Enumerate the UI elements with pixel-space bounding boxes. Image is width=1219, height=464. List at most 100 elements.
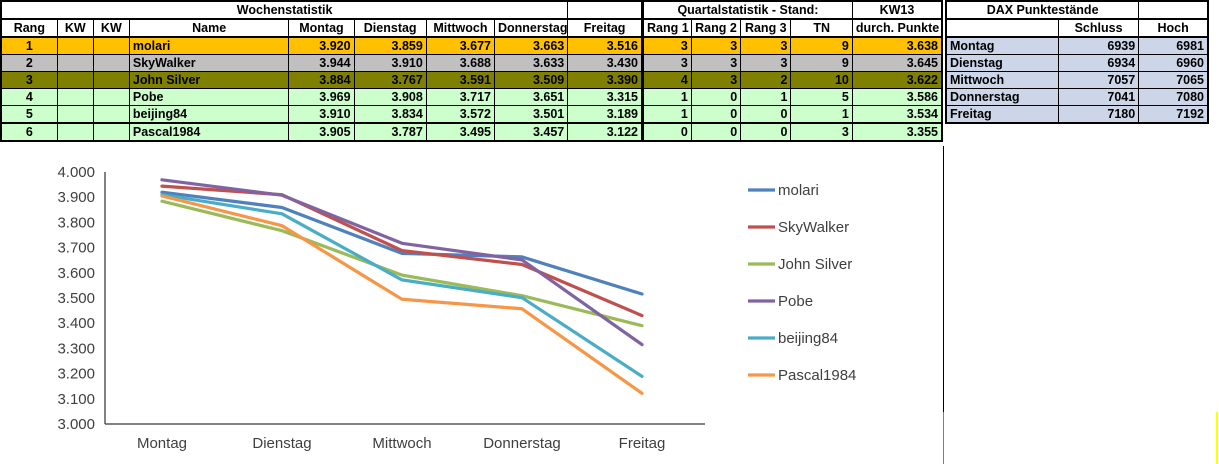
week-cell-mittwoch[interactable]: 3.688 [425,54,496,72]
quarter-cell-rang-2[interactable]: 3 [690,54,742,72]
week-cell-name[interactable]: beijing84 [128,105,290,124]
week-cell-dienstag[interactable]: 3.787 [353,122,427,142]
quarter-header-rang-2[interactable]: Rang 2 [690,18,742,38]
dax-cell-day[interactable]: Mittwoch [945,71,1059,89]
week-cell-freitag[interactable]: 3.430 [567,54,643,72]
quarter-header-tn[interactable]: TN [790,18,853,38]
dax-cell-hoch[interactable]: 7065 [1138,71,1209,89]
dax-header-schluss[interactable]: Schluss [1057,18,1140,38]
week-cell-dienstag[interactable]: 3.859 [353,36,427,55]
week-cell-kw2[interactable] [92,36,130,55]
week-cell-freitag[interactable]: 3.189 [567,105,643,124]
quarter-cell-rang-3[interactable]: 1 [740,88,792,106]
quarter-cell-rang-3[interactable]: 3 [740,36,792,55]
week-cell-kw1[interactable] [56,105,94,124]
quarter-cell-rang-1[interactable]: 1 [642,105,692,124]
quarter-table-stand[interactable]: KW13 [851,0,943,20]
legend-label-john-silver[interactable]: John Silver [778,256,852,273]
week-cell-rang[interactable]: 6 [0,122,58,142]
dax-header-hoch[interactable]: Hoch [1138,18,1209,38]
quarter-cell-tn[interactable]: 9 [790,54,853,72]
week-header-donnerstag[interactable]: Donnerstag [493,18,569,38]
week-cell-kw1[interactable] [56,88,94,106]
quarter-cell-rang-1[interactable]: 4 [642,71,692,89]
dax-cell-schluss[interactable]: 7041 [1057,88,1140,106]
legend-label-pobe[interactable]: Pobe [778,293,813,310]
dax-table-title[interactable]: DAX Punktestände [945,0,1140,20]
week-cell-donnerstag[interactable]: 3.501 [493,105,569,124]
quarter-header-durch-punkte[interactable]: durch. Punkte [851,18,943,38]
week-cell-montag[interactable]: 3.920 [288,36,355,55]
quarter-cell-rang-2[interactable]: 0 [690,105,742,124]
quarter-cell-tn[interactable]: 10 [790,71,853,89]
week-cell-kw1[interactable] [56,122,94,142]
week-cell-mittwoch[interactable]: 3.495 [425,122,496,142]
week-cell-montag[interactable]: 3.884 [288,71,355,89]
week-cell-montag[interactable]: 3.910 [288,105,355,124]
quarter-cell-durch-punkte[interactable]: 3.622 [851,71,943,89]
dax-cell-schluss[interactable]: 7057 [1057,71,1140,89]
dax-cell-hoch[interactable]: 6981 [1138,36,1209,55]
week-cell-kw2[interactable] [92,105,130,124]
week-cell-rang[interactable]: 3 [0,71,58,89]
week-cell-kw1[interactable] [56,36,94,55]
week-header-dienstag[interactable]: Dienstag [353,18,427,38]
week-cell-donnerstag[interactable]: 3.651 [493,88,569,106]
quarter-cell-tn[interactable]: 9 [790,36,853,55]
dax-cell-day[interactable]: Montag [945,36,1059,55]
week-cell-rang[interactable]: 4 [0,88,58,106]
weekly-line-chart[interactable]: 3.000 3.100 3.200 3.300 3.400 3.500 3.600 3.700… [0,150,945,464]
quarter-cell-tn[interactable]: 3 [790,122,853,142]
dax-cell-schluss[interactable]: 7180 [1057,105,1140,124]
quarter-cell-rang-2[interactable]: 0 [690,122,742,142]
dax-header-blank[interactable] [945,18,1059,38]
week-cell-freitag[interactable]: 3.390 [567,71,643,89]
dax-cell-hoch[interactable]: 6960 [1138,54,1209,72]
week-cell-dienstag[interactable]: 3.910 [353,54,427,72]
quarter-header-rang-3[interactable]: Rang 3 [740,18,792,38]
week-cell-kw2[interactable] [92,88,130,106]
legend-label-molari[interactable]: molari [778,182,819,199]
quarter-cell-rang-3[interactable]: 2 [740,71,792,89]
week-cell-kw1[interactable] [56,71,94,89]
quarter-header-rang-1[interactable]: Rang 1 [642,18,692,38]
week-header-freitag[interactable]: Freitag [567,18,643,38]
week-cell-dienstag[interactable]: 3.908 [353,88,427,106]
dax-table-title-spacer[interactable] [1138,0,1209,20]
dax-cell-hoch[interactable]: 7080 [1138,88,1209,106]
week-cell-kw2[interactable] [92,71,130,89]
week-cell-montag[interactable]: 3.905 [288,122,355,142]
week-cell-mittwoch[interactable]: 3.677 [425,36,496,55]
quarter-cell-rang-3[interactable]: 0 [740,122,792,142]
week-cell-kw2[interactable] [92,122,130,142]
week-table-title[interactable]: Wochenstatistik [0,0,569,20]
week-cell-rang[interactable]: 1 [0,36,58,55]
week-cell-donnerstag[interactable]: 3.663 [493,36,569,55]
quarter-cell-tn[interactable]: 5 [790,88,853,106]
week-cell-rang[interactable]: 2 [0,54,58,72]
week-header-kw[interactable]: KW [92,18,130,38]
week-header-rang[interactable]: Rang [0,18,58,38]
dax-cell-day[interactable]: Freitag [945,105,1059,124]
week-header-kw[interactable]: KW [56,18,94,38]
legend-label-pascal1984[interactable]: Pascal1984 [778,367,856,384]
week-cell-donnerstag[interactable]: 3.457 [493,122,569,142]
dax-cell-day[interactable]: Dienstag [945,54,1059,72]
week-cell-name[interactable]: John Silver [128,71,290,89]
week-cell-kw1[interactable] [56,54,94,72]
quarter-cell-rang-2[interactable]: 3 [690,36,742,55]
quarter-cell-tn[interactable]: 1 [790,105,853,124]
legend-label-skywalker[interactable]: SkyWalker [778,219,849,236]
week-cell-name[interactable]: Pobe [128,88,290,106]
week-cell-mittwoch[interactable]: 3.572 [425,105,496,124]
week-cell-name[interactable]: Pascal1984 [128,122,290,142]
quarter-cell-durch-punkte[interactable]: 3.586 [851,88,943,106]
week-cell-donnerstag[interactable]: 3.509 [493,71,569,89]
week-header-montag[interactable]: Montag [288,18,355,38]
dax-cell-day[interactable]: Donnerstag [945,88,1059,106]
quarter-cell-durch-punkte[interactable]: 3.638 [851,36,943,55]
week-cell-freitag[interactable]: 3.315 [567,88,643,106]
quarter-table-title[interactable]: Quartalstatistik - Stand: [642,0,853,20]
week-cell-name[interactable]: molari [128,36,290,55]
week-cell-dienstag[interactable]: 3.834 [353,105,427,124]
